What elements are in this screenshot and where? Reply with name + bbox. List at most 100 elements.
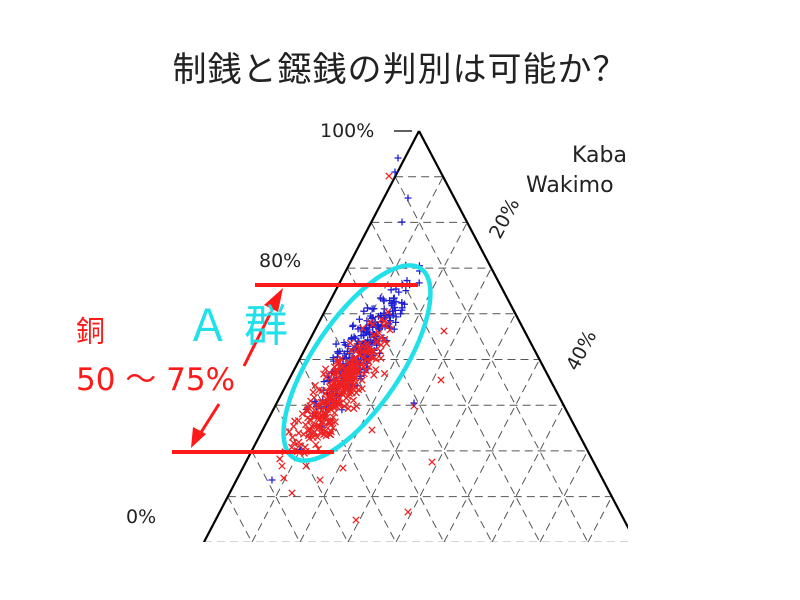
scatter-point-x-441: [276, 455, 284, 463]
scatter-point-x-535: [365, 363, 373, 371]
range-arrow-lower: [198, 403, 221, 435]
group-a-label: Ａ 群: [186, 301, 288, 352]
scatter-point-x-331: [380, 369, 389, 378]
scatter-point-x-518: [357, 345, 365, 353]
scatter-point-x-567: [372, 365, 380, 374]
scatter-point-x-563: [304, 426, 312, 435]
scatter-point-x-484: [312, 401, 321, 409]
scatter-point-x-594: [302, 462, 310, 470]
scatter-point-x-475: [350, 354, 358, 363]
scatter-point-x-547: [321, 427, 329, 436]
scatter-point-plus-218: [370, 305, 378, 313]
scatter-point-x-428: [366, 347, 375, 355]
scatter-point-plus-599: [410, 399, 418, 407]
scatter-point-x-490: [358, 324, 367, 332]
scatter-point-x-425: [298, 410, 307, 418]
scatter-point-x-565: [341, 371, 349, 379]
ternary-right-edge: [418, 130, 628, 530]
scatter-point-x-593: [278, 462, 286, 470]
scatter-point-x-365: [346, 339, 354, 347]
grid-line-b-5: [419, 359, 540, 542]
scatter-point-x-576: [336, 400, 344, 408]
scatter-point-x-566: [304, 403, 312, 411]
scatter-point-x-405: [309, 388, 317, 396]
scatter-point-x-571: [330, 370, 338, 378]
scatter-point-x-302: [358, 376, 366, 384]
scatter-point-plus-26: [332, 340, 340, 348]
scatter-point-plus-175: [355, 315, 363, 323]
scatter-point-plus-113: [340, 339, 348, 347]
scatter-point-x-406: [386, 326, 394, 334]
scatter-point-plus-134: [395, 288, 403, 296]
scatter-point-x-550: [291, 417, 299, 425]
scatter-point-x-570: [333, 357, 341, 365]
scatter-point-x-574: [332, 402, 341, 410]
scatter-point-plus-111: [380, 297, 388, 305]
scatter-point-x-596: [368, 426, 376, 434]
ternary-grid: [203, 176, 628, 588]
scatter-point-x-569: [346, 387, 354, 395]
scatter-point-plus-10: [363, 304, 371, 312]
scatter-point-x-512: [295, 442, 304, 450]
scatter-point-x-579: [334, 386, 342, 394]
tick-label-0: 0%: [126, 506, 156, 528]
scatter-point-x-362: [372, 338, 381, 346]
scatter-point-x-555: [384, 320, 393, 328]
grid-line-c-7: [346, 267, 517, 542]
scatter-point-plus-221: [385, 313, 393, 321]
scatter-point-plus-581: [404, 194, 412, 202]
scatter-point-x-470: [347, 346, 356, 355]
scatter-point-x-414: [288, 443, 296, 451]
scatter-point-plus-87: [387, 286, 395, 294]
grid-line-b-6: [467, 404, 565, 542]
scatter-point-x-313: [311, 381, 319, 390]
scatter-point-plus-224: [398, 299, 406, 307]
scatter-point-x-575: [345, 362, 353, 370]
scatter-point-x-573: [366, 319, 374, 327]
scatter-point-x-505: [360, 370, 368, 378]
scatter-point-plus-259: [390, 294, 398, 302]
grid-line-b-8: [563, 496, 613, 542]
scatter-point-x-513: [310, 410, 319, 418]
scatter-point-x-591: [316, 476, 324, 484]
legend-entry-2: Wakimo: [526, 173, 614, 198]
scatter-point-plus-257: [345, 350, 353, 358]
grid-line-b-3: [323, 267, 492, 542]
slide-title: 制銭と鐚銭の判別は可能か？: [172, 50, 628, 90]
scatter-point-x-514: [329, 413, 337, 421]
scatter-point-x-590: [352, 516, 360, 524]
scatter-point-x-584: [385, 172, 393, 180]
scatter-point-x-541: [337, 354, 345, 363]
scatter-point-x-364: [307, 416, 315, 425]
scatter-point-plus-216: [388, 300, 396, 308]
scatter-point-x-532: [372, 355, 380, 363]
scatter-point-x-589: [404, 508, 412, 516]
scatter-point-x-402: [280, 474, 288, 482]
ternary-left-edge: [202, 130, 420, 542]
copper-range-label: 50 ～ 75%: [76, 362, 235, 398]
scatter-point-plus-157: [391, 304, 399, 312]
grid-line-c-1: [204, 542, 228, 588]
scatter-point-plus-582: [398, 218, 406, 226]
scatter-point-x-577: [326, 430, 335, 439]
scatter-point-plus-264: [402, 287, 410, 295]
scatter-point-x-397: [303, 406, 312, 414]
scatter-point-x-556: [324, 371, 332, 379]
scatter-point-x-340: [321, 365, 330, 373]
scatter-point-plus-119: [349, 322, 357, 330]
scatter-point-x-454: [383, 339, 391, 348]
scatter-point-x-509: [319, 419, 328, 427]
scatter-point-plus-201: [380, 305, 388, 313]
scatter-point-x-426: [380, 335, 389, 344]
scatter-point-plus-172: [360, 307, 368, 315]
scatter-point-x-496: [367, 353, 375, 361]
scatter-point-x-578: [322, 401, 331, 409]
scatter-point-plus-597: [268, 476, 276, 484]
scatter-point-x-537: [341, 373, 350, 382]
scatter-point-x-479: [375, 329, 383, 337]
scatter-point-plus-205: [354, 325, 362, 333]
tick-label-100: 100%: [320, 120, 374, 142]
scatter-point-plus-176: [363, 317, 371, 325]
scatter-point-x-558: [363, 339, 371, 348]
